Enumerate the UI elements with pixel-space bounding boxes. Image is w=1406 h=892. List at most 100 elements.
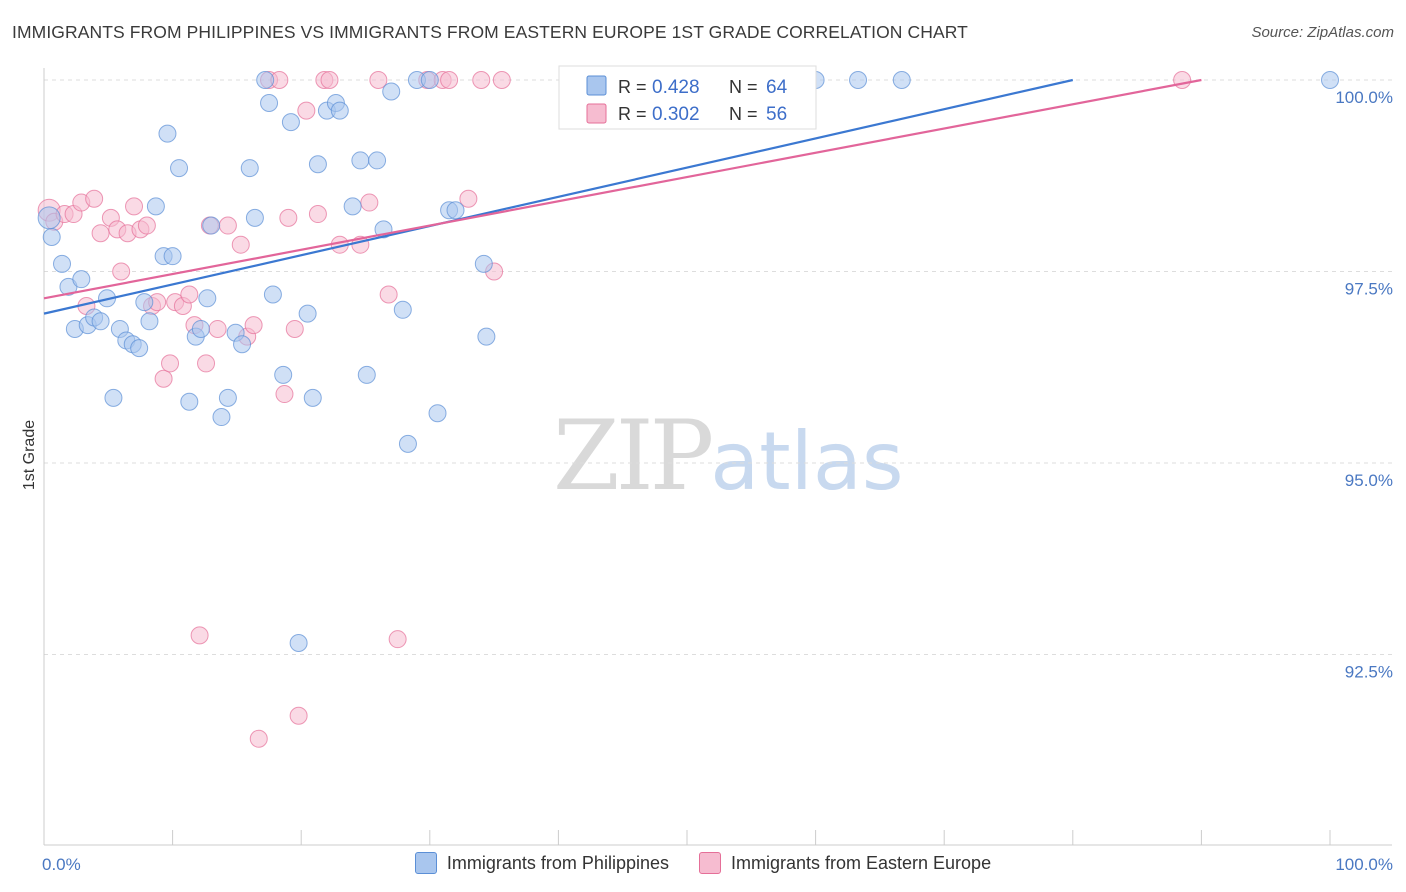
point-philippines <box>233 335 252 354</box>
point-eastern-europe <box>190 626 209 645</box>
x-tick-label-min: 0.0% <box>42 855 81 874</box>
bottom-legend-label-philippines: Immigrants from Philippines <box>446 852 669 873</box>
point-philippines <box>398 434 417 453</box>
bottom-legend-item-philippines: Immigrants from Philippines <box>414 852 669 874</box>
point-eastern-europe <box>360 193 379 212</box>
point-philippines <box>53 254 72 273</box>
point-philippines <box>260 93 279 112</box>
point-philippines <box>135 293 154 312</box>
trend-lines <box>43 78 1202 315</box>
point-philippines <box>477 327 496 346</box>
point-eastern-europe <box>320 71 339 89</box>
point-eastern-europe <box>388 630 407 649</box>
legend-n-label-1: N = <box>729 77 758 97</box>
point-eastern-europe <box>472 71 491 89</box>
bottom-legend-swatch-philippines <box>414 852 437 874</box>
point-philippines <box>308 155 327 174</box>
point-eastern-europe <box>231 235 250 254</box>
point-philippines <box>180 392 199 411</box>
point-eastern-europe <box>218 216 237 235</box>
point-philippines <box>393 300 412 319</box>
point-eastern-europe <box>244 316 263 335</box>
point-philippines <box>212 408 231 427</box>
source-label: Source: ZipAtlas.com <box>1251 24 1394 41</box>
y-tick-label: 92.5% <box>1345 663 1393 682</box>
x-tick-label-max: 100.0% <box>1335 855 1393 874</box>
point-philippines <box>274 365 293 384</box>
data-points <box>37 71 1339 748</box>
point-philippines <box>357 365 376 384</box>
x-ticks <box>43 830 1331 845</box>
point-eastern-europe <box>440 71 459 89</box>
point-philippines <box>146 197 165 216</box>
point-eastern-europe <box>112 262 131 281</box>
point-philippines <box>420 71 439 89</box>
point-eastern-europe <box>369 71 388 89</box>
point-eastern-europe <box>197 354 216 373</box>
chart-title: IMMIGRANTS FROM PHILIPPINES VS IMMIGRANT… <box>12 22 968 42</box>
point-eastern-europe <box>85 189 104 208</box>
point-eastern-europe <box>125 197 144 216</box>
axes <box>43 68 1392 846</box>
watermark-zip: ZIP <box>553 400 714 512</box>
point-eastern-europe <box>137 216 156 235</box>
point-philippines <box>191 319 210 338</box>
point-eastern-europe <box>180 285 199 304</box>
trend-line-eastern-europe <box>43 78 1202 300</box>
y-axis-label: 1st Grade <box>21 420 38 490</box>
point-philippines <box>218 388 237 407</box>
point-eastern-europe <box>275 385 294 404</box>
point-eastern-europe <box>161 354 180 373</box>
point-philippines <box>263 285 282 304</box>
point-philippines <box>474 254 493 273</box>
point-philippines <box>351 151 370 170</box>
point-eastern-europe <box>308 205 327 224</box>
point-eastern-europe <box>285 319 304 338</box>
point-philippines <box>256 71 275 89</box>
point-philippines <box>245 208 264 227</box>
point-philippines <box>281 113 300 132</box>
point-philippines <box>298 304 317 323</box>
bottom-legend-label-eastern-europe: Immigrants from Eastern Europe <box>730 852 992 873</box>
point-philippines <box>446 201 465 220</box>
bottom-legend-swatch-eastern-europe <box>698 852 721 874</box>
point-eastern-europe <box>279 208 298 227</box>
bottom-legend: Immigrants from Philippines Immigrants f… <box>0 852 1406 874</box>
point-eastern-europe <box>379 285 398 304</box>
point-philippines <box>42 228 61 247</box>
point-philippines <box>240 159 259 178</box>
point-philippines <box>163 247 182 266</box>
point-philippines <box>170 159 189 178</box>
point-philippines <box>158 124 177 143</box>
legend-r-value-2: 0.302 <box>652 104 700 125</box>
point-philippines <box>130 339 149 358</box>
point-philippines <box>140 312 159 331</box>
point-eastern-europe <box>249 729 268 748</box>
point-eastern-europe <box>1173 71 1192 89</box>
legend-swatch-philippines <box>586 75 607 96</box>
point-philippines <box>198 289 217 308</box>
point-philippines <box>1321 71 1339 89</box>
point-philippines <box>91 312 110 331</box>
point-eastern-europe <box>208 319 227 338</box>
point-philippines <box>202 216 221 235</box>
legend-r-value-1: 0.428 <box>652 77 700 98</box>
point-philippines <box>330 101 349 120</box>
legend-n-value-1: 64 <box>766 77 788 98</box>
legend-r-label-2: R = <box>618 104 647 124</box>
point-philippines <box>343 197 362 216</box>
legend-n-label-2: N = <box>729 104 758 124</box>
point-eastern-europe <box>289 706 308 725</box>
legend-n-value-2: 56 <box>766 104 787 125</box>
legend-box: R = 0.428 N = 64 R = 0.302 N = 56 <box>558 65 817 130</box>
point-philippines <box>849 71 868 89</box>
trend-line-philippines <box>43 78 1074 315</box>
point-eastern-europe <box>91 224 110 243</box>
legend-r-label-1: R = <box>618 77 647 97</box>
point-philippines <box>368 151 387 170</box>
point-philippines <box>289 634 308 653</box>
point-eastern-europe <box>459 189 478 208</box>
point-eastern-europe <box>492 71 511 89</box>
watermark-atlas: atlas <box>710 415 904 508</box>
